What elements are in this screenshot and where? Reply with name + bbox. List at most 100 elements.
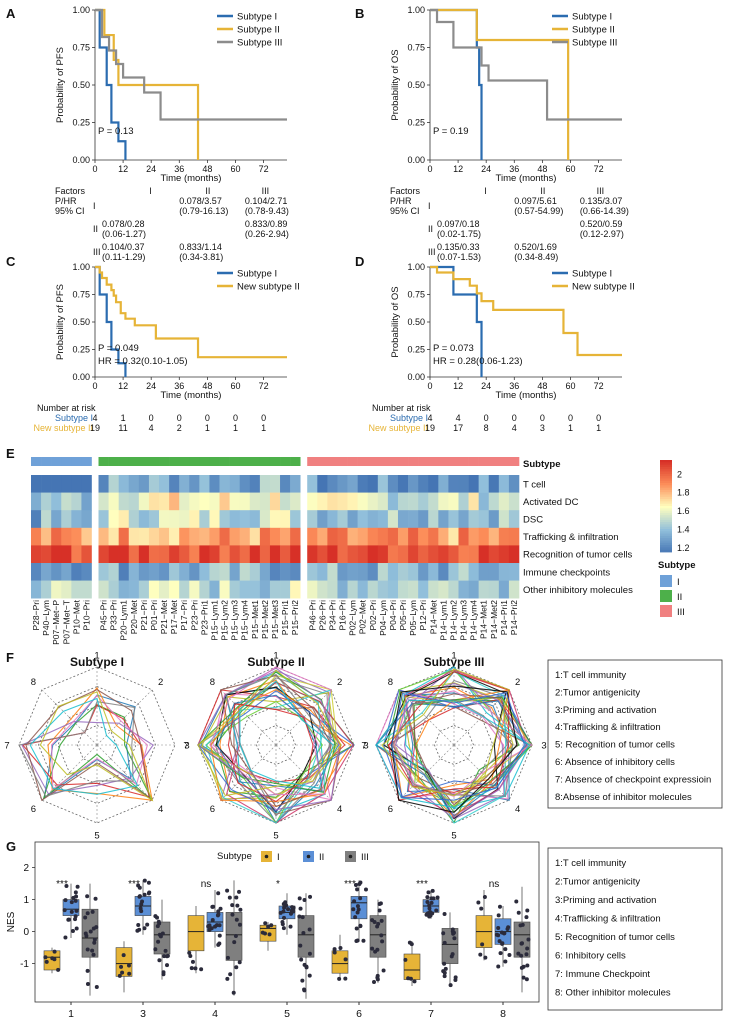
legend-label: II <box>319 852 324 863</box>
data-point <box>425 900 430 905</box>
panel-letter: F <box>6 650 14 665</box>
heat-cell <box>189 527 200 546</box>
heat-cell <box>290 563 301 581</box>
data-point <box>117 973 122 978</box>
legend-dot <box>264 854 269 859</box>
heat-cell <box>98 545 109 564</box>
radar-profile <box>197 669 342 797</box>
data-point <box>503 947 508 952</box>
data-point <box>94 985 99 990</box>
data-point <box>355 910 360 915</box>
y-axis-label: Probability of PFS <box>55 47 66 123</box>
legend-gradient <box>660 540 672 544</box>
table-rowname: II <box>428 224 433 234</box>
heat-cell <box>488 563 500 581</box>
x-tick-label: 60 <box>565 164 575 174</box>
radar-profile <box>21 704 150 798</box>
data-point <box>43 955 48 960</box>
data-point <box>206 924 211 929</box>
row-label: Activated DC <box>523 497 579 508</box>
risk-value: 19 <box>425 423 435 433</box>
anno-cell <box>169 457 180 466</box>
heat-cell <box>290 475 301 493</box>
x-tick-label: 36 <box>509 164 519 174</box>
legend-label: Subtype I <box>237 269 277 280</box>
heat-cell <box>81 492 92 511</box>
data-point <box>426 890 431 895</box>
data-point <box>74 926 79 931</box>
x-tick-label: 48 <box>202 164 212 174</box>
box <box>403 953 421 980</box>
radar-axis-label: 3 <box>184 741 189 752</box>
radar-axis-label: 6 <box>31 804 36 815</box>
data-point <box>519 965 524 970</box>
heat-cell <box>249 545 261 564</box>
y-tick-label: 0.75 <box>407 43 425 53</box>
data-point <box>480 942 485 947</box>
panel-letter: B <box>355 6 364 21</box>
box <box>297 915 315 958</box>
heat-cell <box>327 510 338 529</box>
heat-cell <box>408 510 419 529</box>
x-tick-label: 48 <box>202 381 212 391</box>
table-cell: 0.097/0.18 <box>437 219 480 229</box>
legend-tick: 2 <box>677 469 682 479</box>
heat-cell <box>81 527 92 546</box>
legend-gradient <box>660 519 672 523</box>
heat-cell <box>508 475 520 493</box>
heat-cell <box>498 475 510 493</box>
anno-title: Subtype <box>658 560 695 571</box>
heat-cell <box>397 492 409 511</box>
radar-profile <box>197 689 346 783</box>
column-label: P05−Lym <box>408 600 418 636</box>
heat-cell <box>498 492 510 511</box>
table-cell: 0.078/3.57 <box>179 196 222 206</box>
column-label: P14−Pri2 <box>509 600 519 635</box>
heat-cell <box>508 563 520 581</box>
anno-cell <box>108 457 119 466</box>
anno-cell <box>337 457 348 466</box>
heat-cell <box>317 545 328 564</box>
data-point <box>441 931 446 936</box>
risk-value: 11 <box>118 423 127 433</box>
legend-gradient <box>660 549 672 553</box>
table-header: II <box>540 186 545 196</box>
legend-label: Subtype I <box>237 12 277 23</box>
x-tick-label: 24 <box>481 164 491 174</box>
data-point <box>429 900 434 905</box>
radar-profile <box>29 697 139 795</box>
heat-cell <box>189 510 200 529</box>
data-point <box>160 931 165 936</box>
heat-cell <box>337 475 348 493</box>
table-header: II <box>205 186 210 196</box>
radar-title: Subtype I <box>70 655 124 669</box>
heat-cell <box>118 475 130 493</box>
heat-cell <box>468 492 479 511</box>
risk-value: 2 <box>177 423 182 433</box>
data-point <box>230 903 235 908</box>
heat-cell <box>98 492 109 511</box>
significance: *** <box>344 879 356 890</box>
data-point <box>85 981 90 986</box>
radar-title: Subtype III <box>424 655 485 669</box>
heat-cell <box>31 492 42 511</box>
heat-cell <box>239 510 251 529</box>
radar-profile <box>205 688 332 824</box>
x-tick-label: 8 <box>500 1008 506 1020</box>
data-point <box>190 959 195 964</box>
data-point <box>524 915 529 920</box>
data-point <box>453 978 458 983</box>
heat-cell <box>61 475 72 493</box>
column-label: P14−Lym2 <box>448 600 458 641</box>
anno-cell <box>159 457 170 466</box>
legend-gradient <box>660 515 672 518</box>
radar-axis-label: 5 <box>273 831 278 842</box>
column-label: P23−Pri <box>189 600 199 631</box>
heat-cell <box>169 510 180 529</box>
data-point <box>496 926 501 931</box>
data-point <box>85 894 90 899</box>
heat-cell <box>508 510 520 529</box>
anno-cell <box>377 457 389 466</box>
anno-swatch <box>660 575 672 587</box>
heat-cell <box>209 492 220 511</box>
